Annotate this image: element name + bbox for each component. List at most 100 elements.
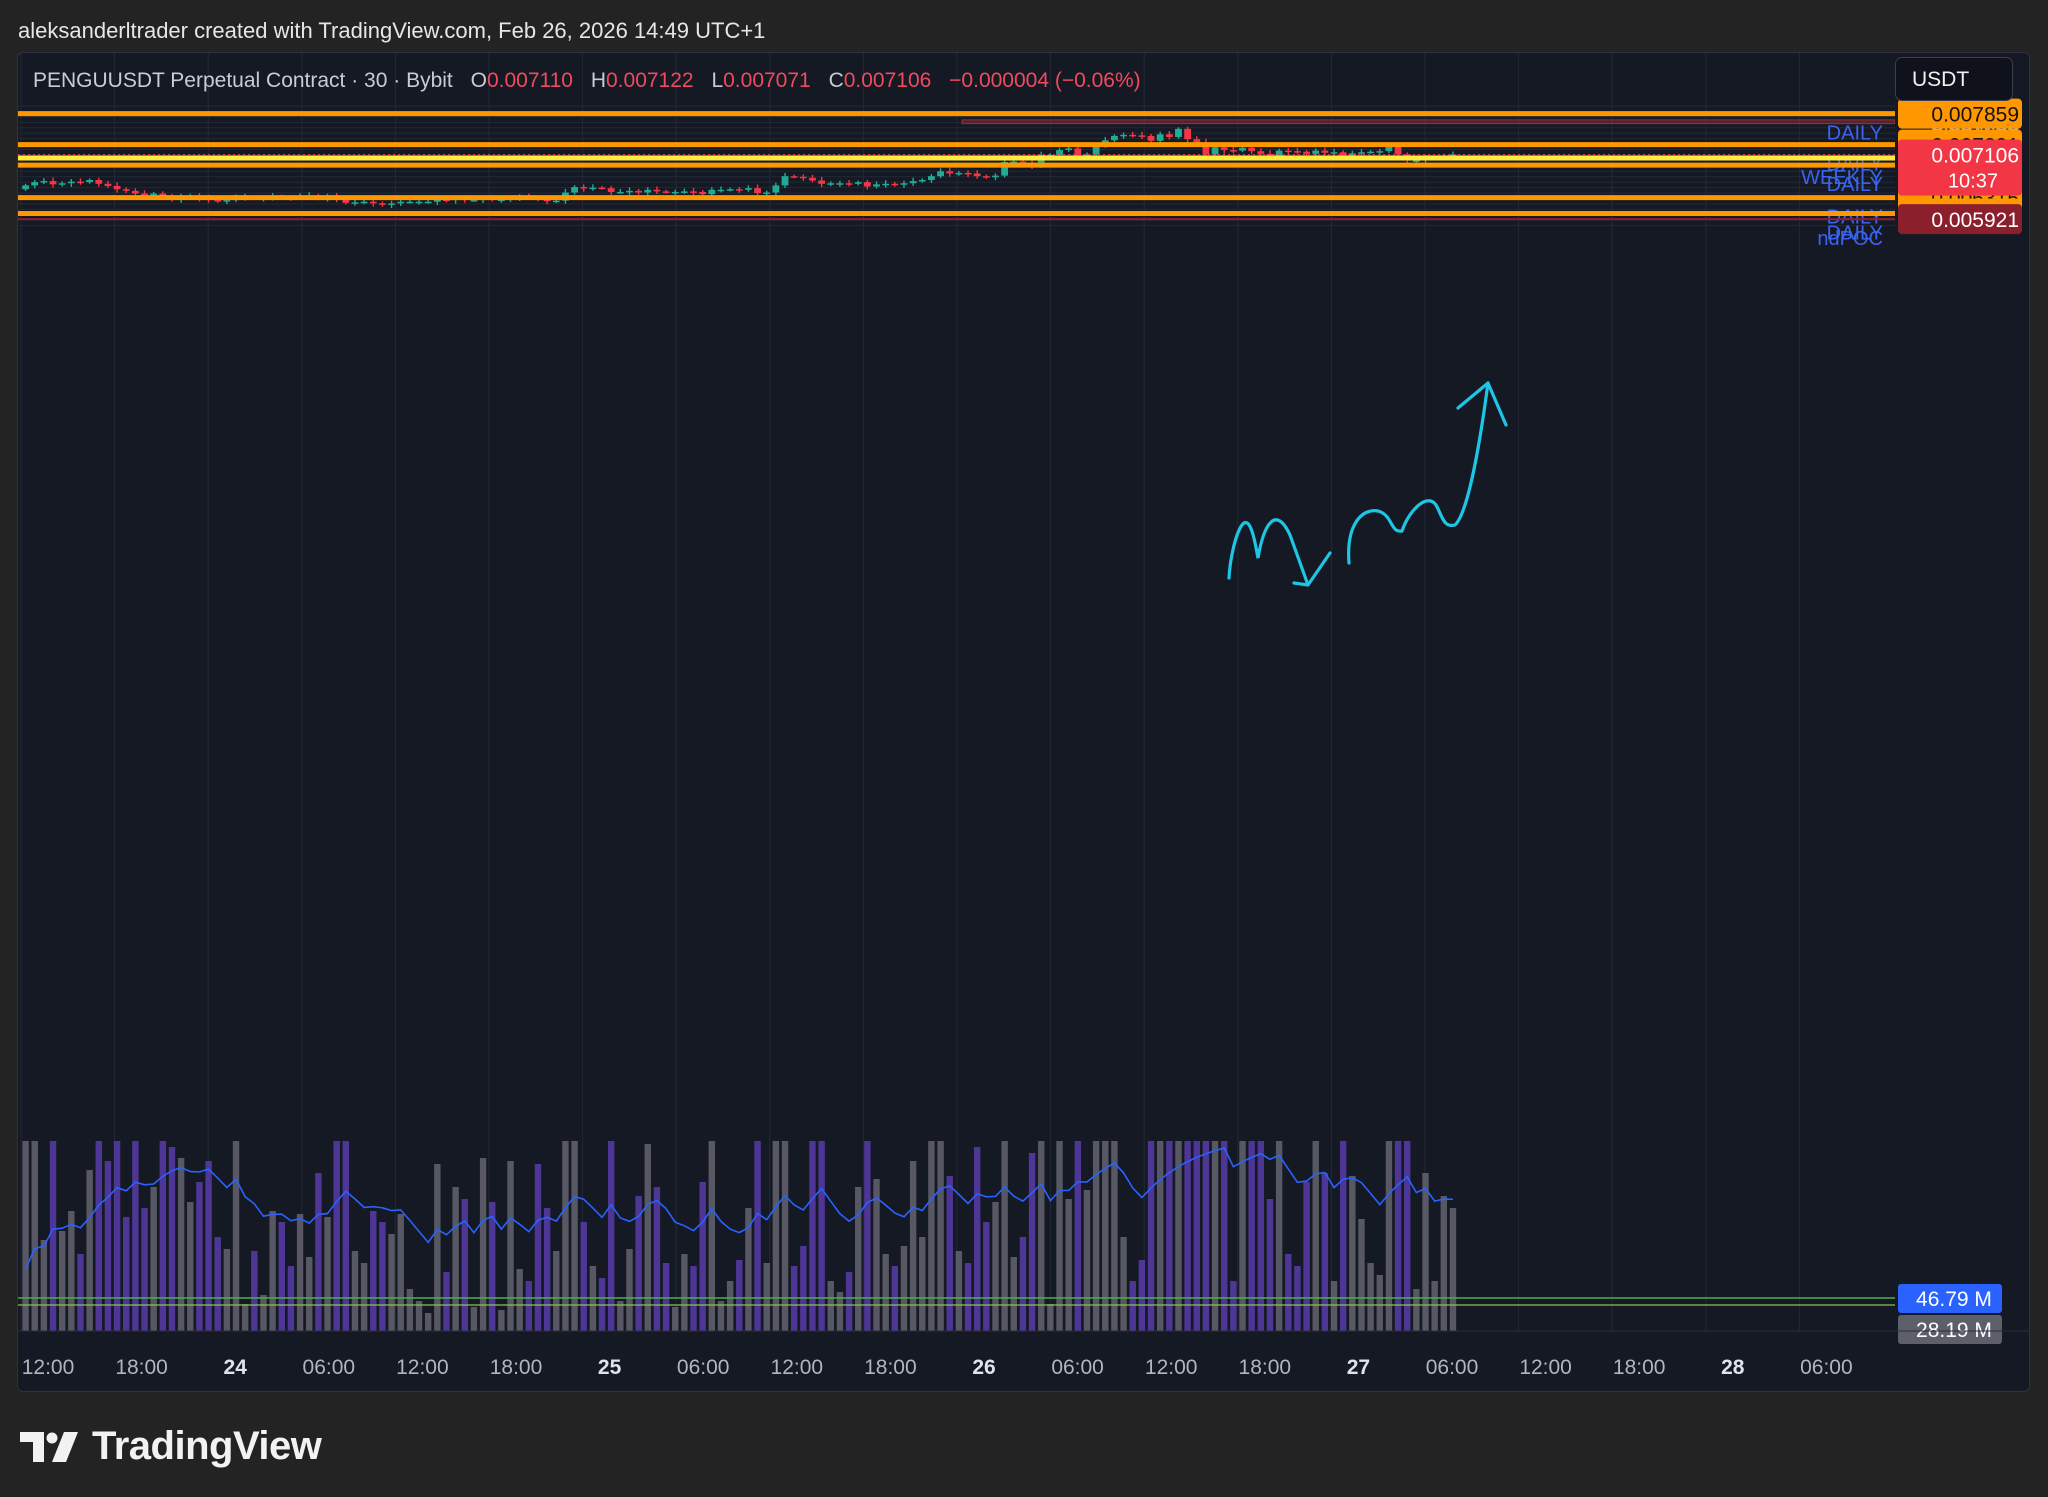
candle-body [928, 176, 935, 180]
volume-bar [388, 1234, 395, 1331]
candle-body [607, 188, 615, 192]
candle-body [1303, 151, 1310, 154]
open-value: 0.007110 [486, 69, 573, 92]
volume-bar [507, 1161, 514, 1331]
volume-bar [406, 1289, 414, 1331]
volume-bar [516, 1269, 523, 1331]
candle-body [1358, 152, 1365, 154]
current-price-text: 0.007106 [1931, 145, 2019, 168]
volume-bar [1431, 1281, 1438, 1331]
volume-bar [86, 1170, 93, 1331]
volume-bar [1376, 1275, 1383, 1331]
time-tick-label: 06:00 [1426, 1356, 1479, 1379]
key-levels: DAILYDAILYWEEKLYDAILYDAILYDAILYndPOC [18, 111, 1895, 1306]
volume-bar [845, 1272, 853, 1331]
candle-body [1330, 152, 1338, 154]
candle-body [571, 187, 578, 193]
candle-body [763, 192, 771, 194]
candle-body [1193, 139, 1201, 143]
volume-bar [1092, 1141, 1100, 1331]
candle-body [1001, 162, 1009, 176]
volume-bar [397, 1214, 404, 1331]
volume-bar [1248, 1141, 1255, 1331]
candle-body [644, 189, 652, 193]
price-axis-bg [1895, 53, 2029, 1391]
ndpoc-tag: ndPOC [1817, 228, 1883, 250]
candle-body [717, 189, 725, 192]
chart-credit: aleksanderltrader created with TradingVi… [18, 18, 766, 43]
brand-wordmark: TradingView [92, 1424, 322, 1468]
candle-body [699, 191, 707, 195]
volume-bar [31, 1141, 38, 1331]
volume-bar [562, 1141, 569, 1331]
volume-bar [772, 1141, 780, 1331]
candle-body [1348, 153, 1356, 156]
candle-body [662, 191, 670, 193]
volume-bar [1422, 1173, 1429, 1331]
volume-bar [187, 1202, 194, 1331]
volume-bar [909, 1161, 917, 1331]
candle-body [86, 179, 94, 183]
volume-bar [919, 1237, 926, 1331]
volume-bar [525, 1281, 533, 1331]
candle-body [1312, 150, 1320, 154]
candle-body [150, 193, 158, 196]
candle-body [863, 182, 871, 187]
volume-bar [571, 1141, 578, 1331]
close-value: 0.007106 [843, 69, 932, 92]
volume-average-line [24, 1147, 1454, 1270]
candle-body [992, 175, 999, 178]
candle-body [1165, 134, 1173, 138]
chart-panel[interactable]: DAILYDAILYWEEKLYDAILYDAILYDAILYndPOC 0.0… [17, 52, 2030, 1392]
volume-bar [159, 1141, 167, 1331]
volume-bar [22, 1141, 29, 1331]
candle-body [552, 200, 560, 203]
volume-bar [1394, 1141, 1402, 1331]
candle-body [1211, 147, 1219, 155]
price-chart[interactable]: DAILYDAILYWEEKLYDAILYDAILYDAILYndPOC 0.0… [18, 53, 2029, 1391]
time-tick-label: 18:00 [1613, 1356, 1666, 1379]
time-tick-label: 12:00 [22, 1356, 75, 1379]
volume-bar [461, 1199, 468, 1331]
tradingview-logo[interactable]: TradingView [20, 1424, 322, 1469]
candle-body [1239, 147, 1246, 151]
volume-bar [1321, 1173, 1329, 1331]
candle-body [891, 183, 899, 186]
volume-bar [781, 1141, 789, 1331]
volume-bar [1449, 1208, 1457, 1331]
volume-bar [1019, 1237, 1027, 1331]
candle-body [827, 183, 835, 185]
candle-body [1385, 146, 1393, 152]
volume-bar [955, 1251, 963, 1331]
volume-bar [644, 1144, 651, 1331]
candle-body [406, 201, 414, 204]
candle-body [580, 187, 588, 189]
change-value: −0.000004 (−0.06%) [949, 69, 1141, 92]
candle-body [1092, 145, 1100, 155]
volume-bar [360, 1263, 368, 1331]
time-tick-label: 12:00 [1519, 1356, 1572, 1379]
candle-body [77, 181, 84, 184]
candle-body [1111, 135, 1118, 141]
candle-body [388, 203, 395, 205]
candle-body [964, 172, 972, 175]
volume-bar [342, 1141, 350, 1331]
symbol-name: PENGUUSDT Perpetual Contract · 30 · Bybi… [33, 69, 453, 92]
volume-bar [836, 1292, 844, 1331]
candle-body [690, 191, 697, 193]
candle-body [1147, 135, 1155, 141]
time-tick-label: 06:00 [303, 1356, 356, 1379]
candle-body [223, 200, 231, 202]
volume-bar [809, 1141, 816, 1331]
volume-bar [223, 1249, 231, 1331]
candle-body [443, 199, 450, 202]
candle-body [1065, 148, 1073, 151]
currency-button[interactable]: USDT [1895, 57, 2013, 101]
volume-bar [379, 1222, 386, 1331]
volume-bar [855, 1187, 862, 1331]
volume-bar [763, 1263, 770, 1331]
volume-bar [754, 1141, 761, 1331]
time-tick-label: 18:00 [1239, 1356, 1292, 1379]
volume-bar [1001, 1141, 1008, 1331]
candle-body [671, 191, 679, 194]
